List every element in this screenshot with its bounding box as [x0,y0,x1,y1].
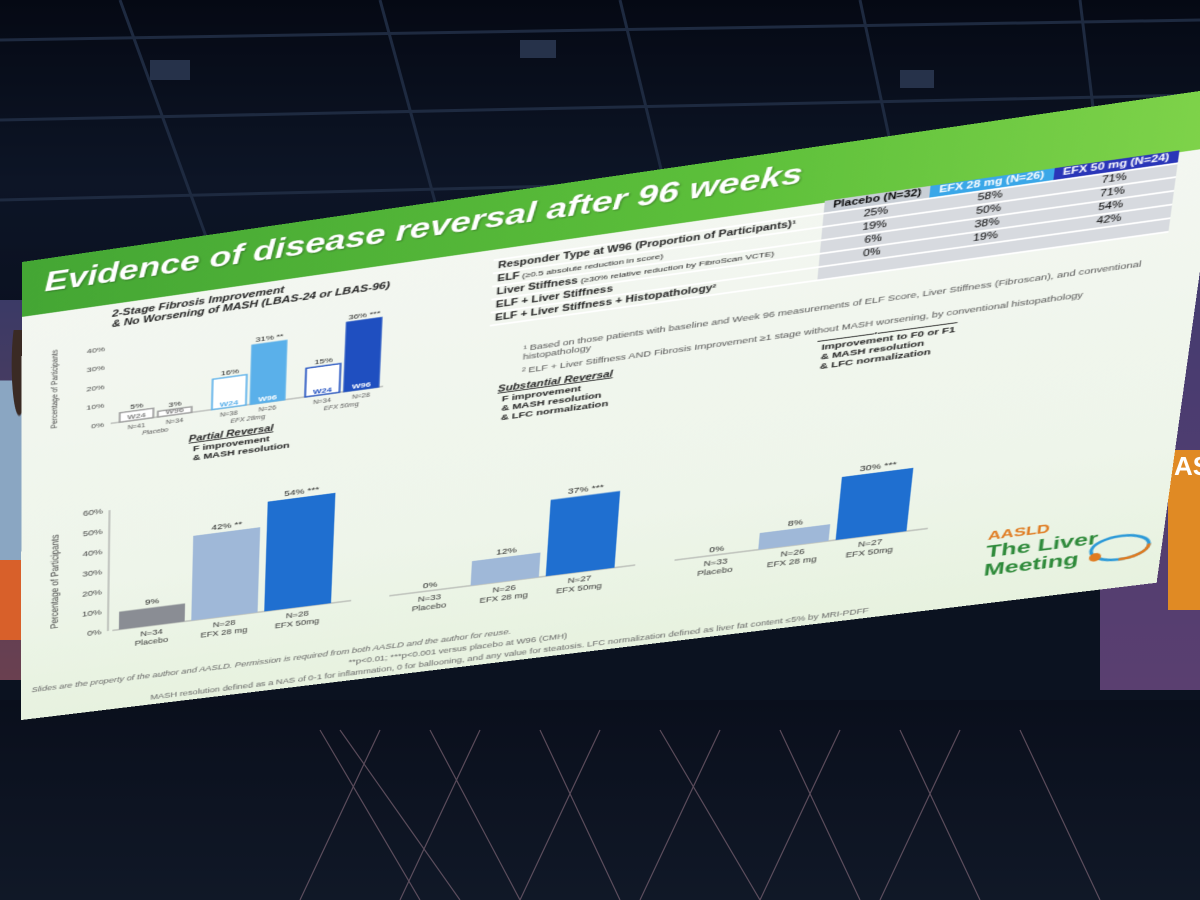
stage-light-strands [299,729,1101,900]
small-chart-bar [212,375,247,410]
small-chart-value-label: 31% ** [255,332,284,344]
small-chart-tick: 40% [87,345,105,355]
big-chart-bar [191,527,261,621]
big-chart-bar [835,467,914,540]
small-chart-tick: 20% [86,383,104,393]
big-chart-arm-label: EFX 28 mg [767,555,818,569]
big-chart-value-label: 0% [423,580,438,590]
right-sign: AS [1168,450,1200,610]
big-chart-n-label: N=33 [703,557,728,568]
big-chart-arm-label: EFX 28 mg [200,626,247,640]
small-chart-bar-label: W96 [352,380,372,390]
stage-floor [0,700,1200,900]
small-chart-n-label: N=38 [220,410,238,418]
presentation-slide: Evidence of disease reversal after 96 we… [20,87,1200,721]
small-chart-bar [120,408,154,422]
big-chart-n-label: N=27 [858,538,883,549]
big-chart-bar [264,492,336,612]
small-chart-value-label: 5% [130,401,143,410]
small-chart-ylabel: Percentage of Participants [50,349,60,429]
small-chart-n-label: N=41 [127,423,145,431]
small-chart-bar-label: W96 [258,393,277,403]
big-chart-arm-label: Placebo [135,636,169,648]
small-chart-bar [305,364,340,397]
big-chart-tick: 40% [83,548,103,558]
big-chart-tick: 0% [87,628,101,638]
small-chart-tick: 10% [86,402,104,412]
big-chart-ylabel: Percentage of Participants [49,534,61,630]
big-chart-bar [470,552,541,586]
big-chart-n-label: N=33 [418,593,442,604]
big-chart-tick: 50% [83,527,103,538]
big-chart-axis [108,510,110,631]
big-chart-n-label: N=27 [567,574,591,585]
big-chart-n-label: N=26 [492,583,516,594]
small-chart-n-label: N=28 [352,392,371,400]
big-chart-value-label: 0% [709,544,725,554]
small-chart-bar-label: W96 [165,406,184,416]
big-chart-n-label: N=28 [286,609,309,620]
small-chart-bar [250,340,286,404]
big-chart-arm-label: EFX 50mg [556,582,603,596]
big-chart-tick: 30% [82,568,102,578]
big-chart-bar [545,490,621,577]
small-chart-value-label: 15% [314,356,333,366]
big-chart-value-label: 12% [496,546,517,557]
left-orange-panel [0,560,22,640]
big-chart-bar [758,524,831,550]
small-chart-group-label: EFX 50mg [323,402,359,413]
big-chart-value-label: 8% [787,518,803,528]
small-bar-chart: Percentage of Participants 0% 10% 20% 30% 40%… [50,309,423,437]
small-chart-bar-label: W24 [220,399,239,409]
small-chart-tick: 0% [91,421,104,430]
big-chart-value-label: 42% ** [211,520,242,532]
small-chart-bar-label: W24 [313,386,333,396]
big-chart-value-label: 9% [145,597,159,607]
reversal-bar-chart: Percentage of Participants 0% 10% 20% 30% 40%… [49,314,959,648]
small-chart-tick: 30% [87,364,105,374]
liver-meeting-ring-icon [1082,526,1159,569]
big-chart-arm-label: EFX 50mg [845,545,893,559]
small-chart-value-label: 16% [221,367,239,377]
big-chart-tick: 60% [83,507,103,518]
big-chart-n-label: N=28 [213,618,236,629]
big-chart-tick: 20% [82,588,102,598]
small-chart-group-label: Placebo [142,427,169,436]
small-chart-n-label: N=34 [166,418,184,426]
big-chart-tick: 10% [82,608,102,618]
small-chart-group-label: EFX 28mg [230,414,265,424]
small-chart-value-label: 3% [168,400,181,409]
small-chart-n-label: N=26 [258,405,276,413]
big-chart-arm-label: EFX 50mg [275,617,320,630]
small-chart-n-label: N=34 [313,398,332,406]
small-chart-bar [344,318,382,392]
big-chart-arm-label: EFX 28 mg [479,591,528,605]
big-chart-n-label: N=34 [140,627,163,638]
small-chart-bar-label: W24 [127,411,146,421]
big-chart-n-label: N=26 [780,547,805,558]
big-chart-arm-label: Placebo [697,565,733,577]
